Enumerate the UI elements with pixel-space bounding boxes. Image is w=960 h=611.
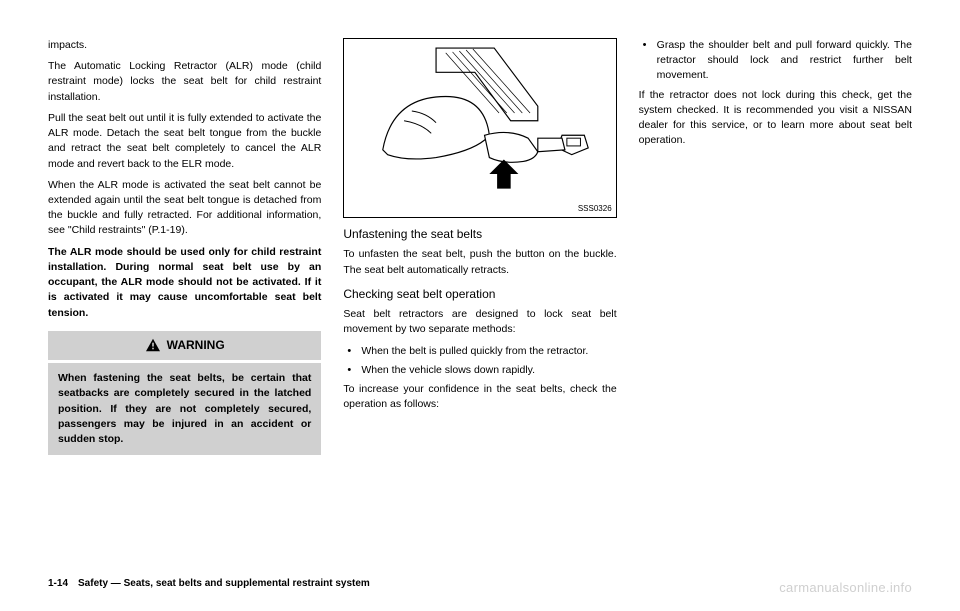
body-text: impacts. (48, 38, 321, 53)
list-item: Grasp the shoulder belt and pull forward… (639, 38, 912, 84)
list-item: When the vehicle slows down rapidly. (343, 363, 616, 378)
illustration-label: SSS0326 (578, 203, 612, 215)
body-text: The Automatic Locking Retractor (ALR) mo… (48, 59, 321, 105)
body-text: Pull the seat belt out until it is fully… (48, 111, 321, 172)
body-text: To increase your confidence in the seat … (343, 382, 616, 412)
body-text-bold: The ALR mode should be used only for chi… (48, 245, 321, 321)
page-footer: 1-14 Safety — Seats, seat belts and supp… (48, 578, 370, 589)
warning-triangle-icon (145, 338, 161, 352)
subheading: Unfastening the seat belts (343, 226, 616, 243)
column-2: SSS0326 Unfastening the seat belts To un… (343, 38, 616, 548)
list-item: When the belt is pulled quickly from the… (343, 344, 616, 359)
seatbelt-illustration: SSS0326 (343, 38, 616, 218)
body-text: When the ALR mode is activated the seat … (48, 178, 321, 239)
illustration-svg (344, 39, 615, 217)
bullet-list: When the belt is pulled quickly from the… (343, 344, 616, 378)
bullet-list: Grasp the shoulder belt and pull forward… (639, 38, 912, 84)
column-1: impacts. The Automatic Locking Retractor… (48, 38, 321, 548)
warning-box: WARNING When fastening the seat belts, b… (48, 331, 321, 455)
page-columns: impacts. The Automatic Locking Retractor… (48, 38, 912, 548)
body-text: If the retractor does not lock during th… (639, 88, 912, 149)
warning-title: WARNING (167, 337, 225, 354)
watermark: carmanualsonline.info (779, 580, 912, 595)
body-text: To unfasten the seat belt, push the butt… (343, 247, 616, 277)
subheading: Checking seat belt operation (343, 286, 616, 303)
body-text: Seat belt retractors are designed to loc… (343, 307, 616, 337)
column-3: Grasp the shoulder belt and pull forward… (639, 38, 912, 548)
warning-body: When fastening the seat belts, be certai… (48, 363, 321, 455)
warning-header: WARNING (48, 331, 321, 360)
